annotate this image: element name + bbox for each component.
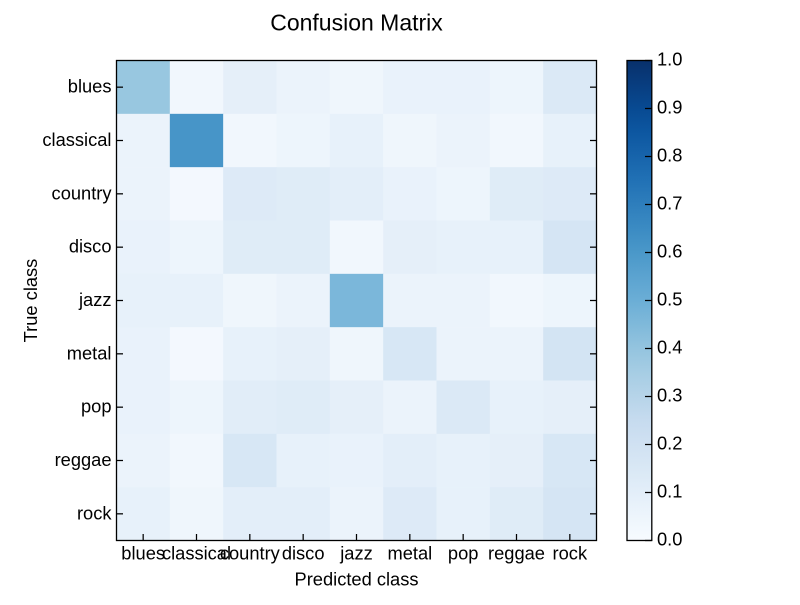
svg-text:jazz: jazz <box>78 289 112 310</box>
svg-text:0.9: 0.9 <box>657 96 682 117</box>
svg-text:0.6: 0.6 <box>657 240 682 261</box>
svg-text:True class: True class <box>20 259 41 343</box>
svg-text:country: country <box>220 543 281 564</box>
svg-text:rock: rock <box>553 543 588 564</box>
svg-text:pop: pop <box>448 543 479 564</box>
svg-text:pop: pop <box>81 396 112 417</box>
svg-text:metal: metal <box>67 342 112 363</box>
svg-text:country: country <box>52 182 113 203</box>
svg-text:disco: disco <box>69 236 112 257</box>
svg-text:0.4: 0.4 <box>657 336 682 357</box>
svg-text:1.0: 1.0 <box>657 48 682 69</box>
svg-text:0.5: 0.5 <box>657 288 682 309</box>
svg-text:rock: rock <box>77 502 112 523</box>
svg-text:reggae: reggae <box>488 543 545 564</box>
svg-text:0.2: 0.2 <box>657 432 682 453</box>
svg-text:jazz: jazz <box>339 543 373 564</box>
svg-text:reggae: reggae <box>55 449 112 470</box>
svg-text:classical: classical <box>162 543 231 564</box>
svg-text:blues: blues <box>121 543 165 564</box>
svg-text:blues: blues <box>68 76 112 97</box>
svg-text:metal: metal <box>387 543 432 564</box>
svg-text:0.8: 0.8 <box>657 144 682 165</box>
svg-text:0.1: 0.1 <box>657 480 682 501</box>
svg-text:disco: disco <box>282 543 325 564</box>
svg-text:0.0: 0.0 <box>657 528 682 549</box>
svg-text:classical: classical <box>42 129 111 150</box>
svg-text:0.3: 0.3 <box>657 384 682 405</box>
svg-text:Confusion Matrix: Confusion Matrix <box>270 10 443 36</box>
svg-text:Predicted class: Predicted class <box>295 569 419 590</box>
svg-text:0.7: 0.7 <box>657 192 682 213</box>
